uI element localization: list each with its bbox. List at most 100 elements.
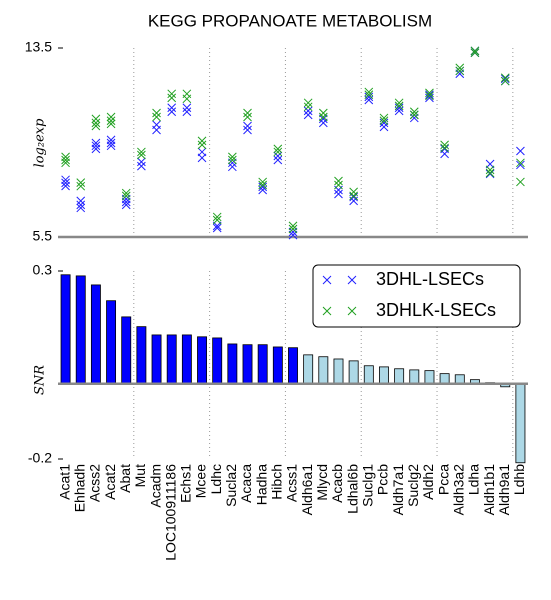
- point: [516, 158, 525, 168]
- legend-marker: [347, 275, 357, 285]
- point: [334, 176, 343, 186]
- legend-box: [312, 264, 521, 328]
- bar: [121, 316, 132, 385]
- x-tick-label: Suclg1: [360, 464, 376, 507]
- point: [137, 161, 146, 171]
- x-tick-label: Mut: [132, 464, 148, 487]
- x-tick-label: Abat: [117, 464, 133, 493]
- x-tick-label: Acat2: [102, 464, 118, 500]
- point: [455, 63, 465, 73]
- point: [212, 212, 222, 222]
- x-tick-label: Mcee: [193, 464, 209, 498]
- bar: [212, 337, 223, 385]
- bar: [106, 300, 117, 385]
- point: [61, 158, 70, 168]
- point: [485, 165, 495, 175]
- point: [409, 110, 419, 120]
- bar: [227, 343, 238, 385]
- bar: [394, 368, 405, 385]
- point: [106, 138, 116, 148]
- point: [137, 150, 146, 160]
- x-tick-label: Ldhal6b: [344, 464, 360, 514]
- point: [91, 141, 101, 151]
- legend-marker: [322, 306, 332, 316]
- point: [91, 144, 101, 154]
- point: [303, 98, 313, 108]
- point: [258, 180, 268, 190]
- point: [197, 153, 207, 163]
- point: [485, 168, 495, 178]
- bar: [242, 344, 253, 385]
- y-axis-label: log₂exp: [33, 118, 48, 168]
- bar: [348, 360, 359, 385]
- bar: [197, 336, 207, 385]
- point: [167, 93, 177, 103]
- point: [61, 178, 70, 188]
- x-tick-label: LOC100911186: [162, 464, 178, 561]
- point: [167, 107, 177, 117]
- point: [288, 221, 298, 231]
- point: [379, 122, 389, 132]
- point: [273, 151, 283, 161]
- point: [91, 118, 101, 128]
- point: [303, 110, 313, 120]
- point: [76, 200, 86, 210]
- bar: [151, 334, 162, 385]
- point: [334, 189, 343, 199]
- point: [76, 203, 86, 213]
- point: [182, 103, 192, 113]
- bar: [272, 346, 283, 385]
- point: [137, 157, 146, 167]
- point: [106, 116, 116, 126]
- point: [76, 181, 86, 191]
- point: [379, 113, 389, 123]
- point: [500, 73, 510, 83]
- x-tick-label: Acaca: [238, 464, 254, 503]
- point: [349, 187, 358, 197]
- point: [455, 66, 465, 76]
- legend-marker: [347, 306, 357, 316]
- x-tick-label: Aldh6a1: [299, 464, 315, 516]
- x-tick-label: Aldh9a1: [496, 464, 512, 516]
- point: [61, 175, 70, 185]
- point: [273, 155, 283, 165]
- x-tick-label: Acss1: [284, 464, 300, 502]
- x-tick-label: Mlycd: [314, 464, 330, 501]
- x-tick-label: Ldha: [466, 464, 482, 495]
- bar: [90, 284, 101, 385]
- point: [273, 144, 283, 154]
- point: [106, 112, 116, 122]
- point: [228, 155, 237, 165]
- point: [485, 169, 495, 179]
- point: [228, 152, 237, 162]
- x-tick-label: Acacb: [329, 464, 345, 503]
- bar: [439, 373, 450, 385]
- point: [197, 136, 207, 146]
- point: [212, 223, 222, 233]
- point: [470, 46, 480, 56]
- point: [516, 146, 525, 156]
- point: [121, 200, 131, 210]
- x-tick-label: Aldh7a1: [390, 464, 406, 516]
- point: [152, 108, 161, 118]
- point: [394, 101, 404, 111]
- x-tick-label: Ldhb: [511, 464, 527, 495]
- legend-marker: [322, 275, 332, 285]
- x-tick-label: Acss2: [87, 464, 103, 502]
- bar: [333, 358, 344, 385]
- point: [303, 102, 313, 112]
- point: [137, 147, 146, 157]
- bar: [166, 334, 177, 385]
- point: [61, 155, 70, 165]
- point: [288, 230, 298, 240]
- point: [182, 94, 192, 104]
- point: [409, 107, 419, 117]
- bar: [60, 274, 71, 385]
- x-tick-label: Hadha: [253, 464, 269, 505]
- x-tick-label: Aldh1b1: [481, 464, 497, 516]
- bar: [379, 366, 389, 385]
- x-tick-label: Acadm: [147, 464, 163, 508]
- point: [197, 140, 207, 150]
- point: [243, 112, 252, 122]
- x-tick-label: Suclg2: [405, 464, 421, 507]
